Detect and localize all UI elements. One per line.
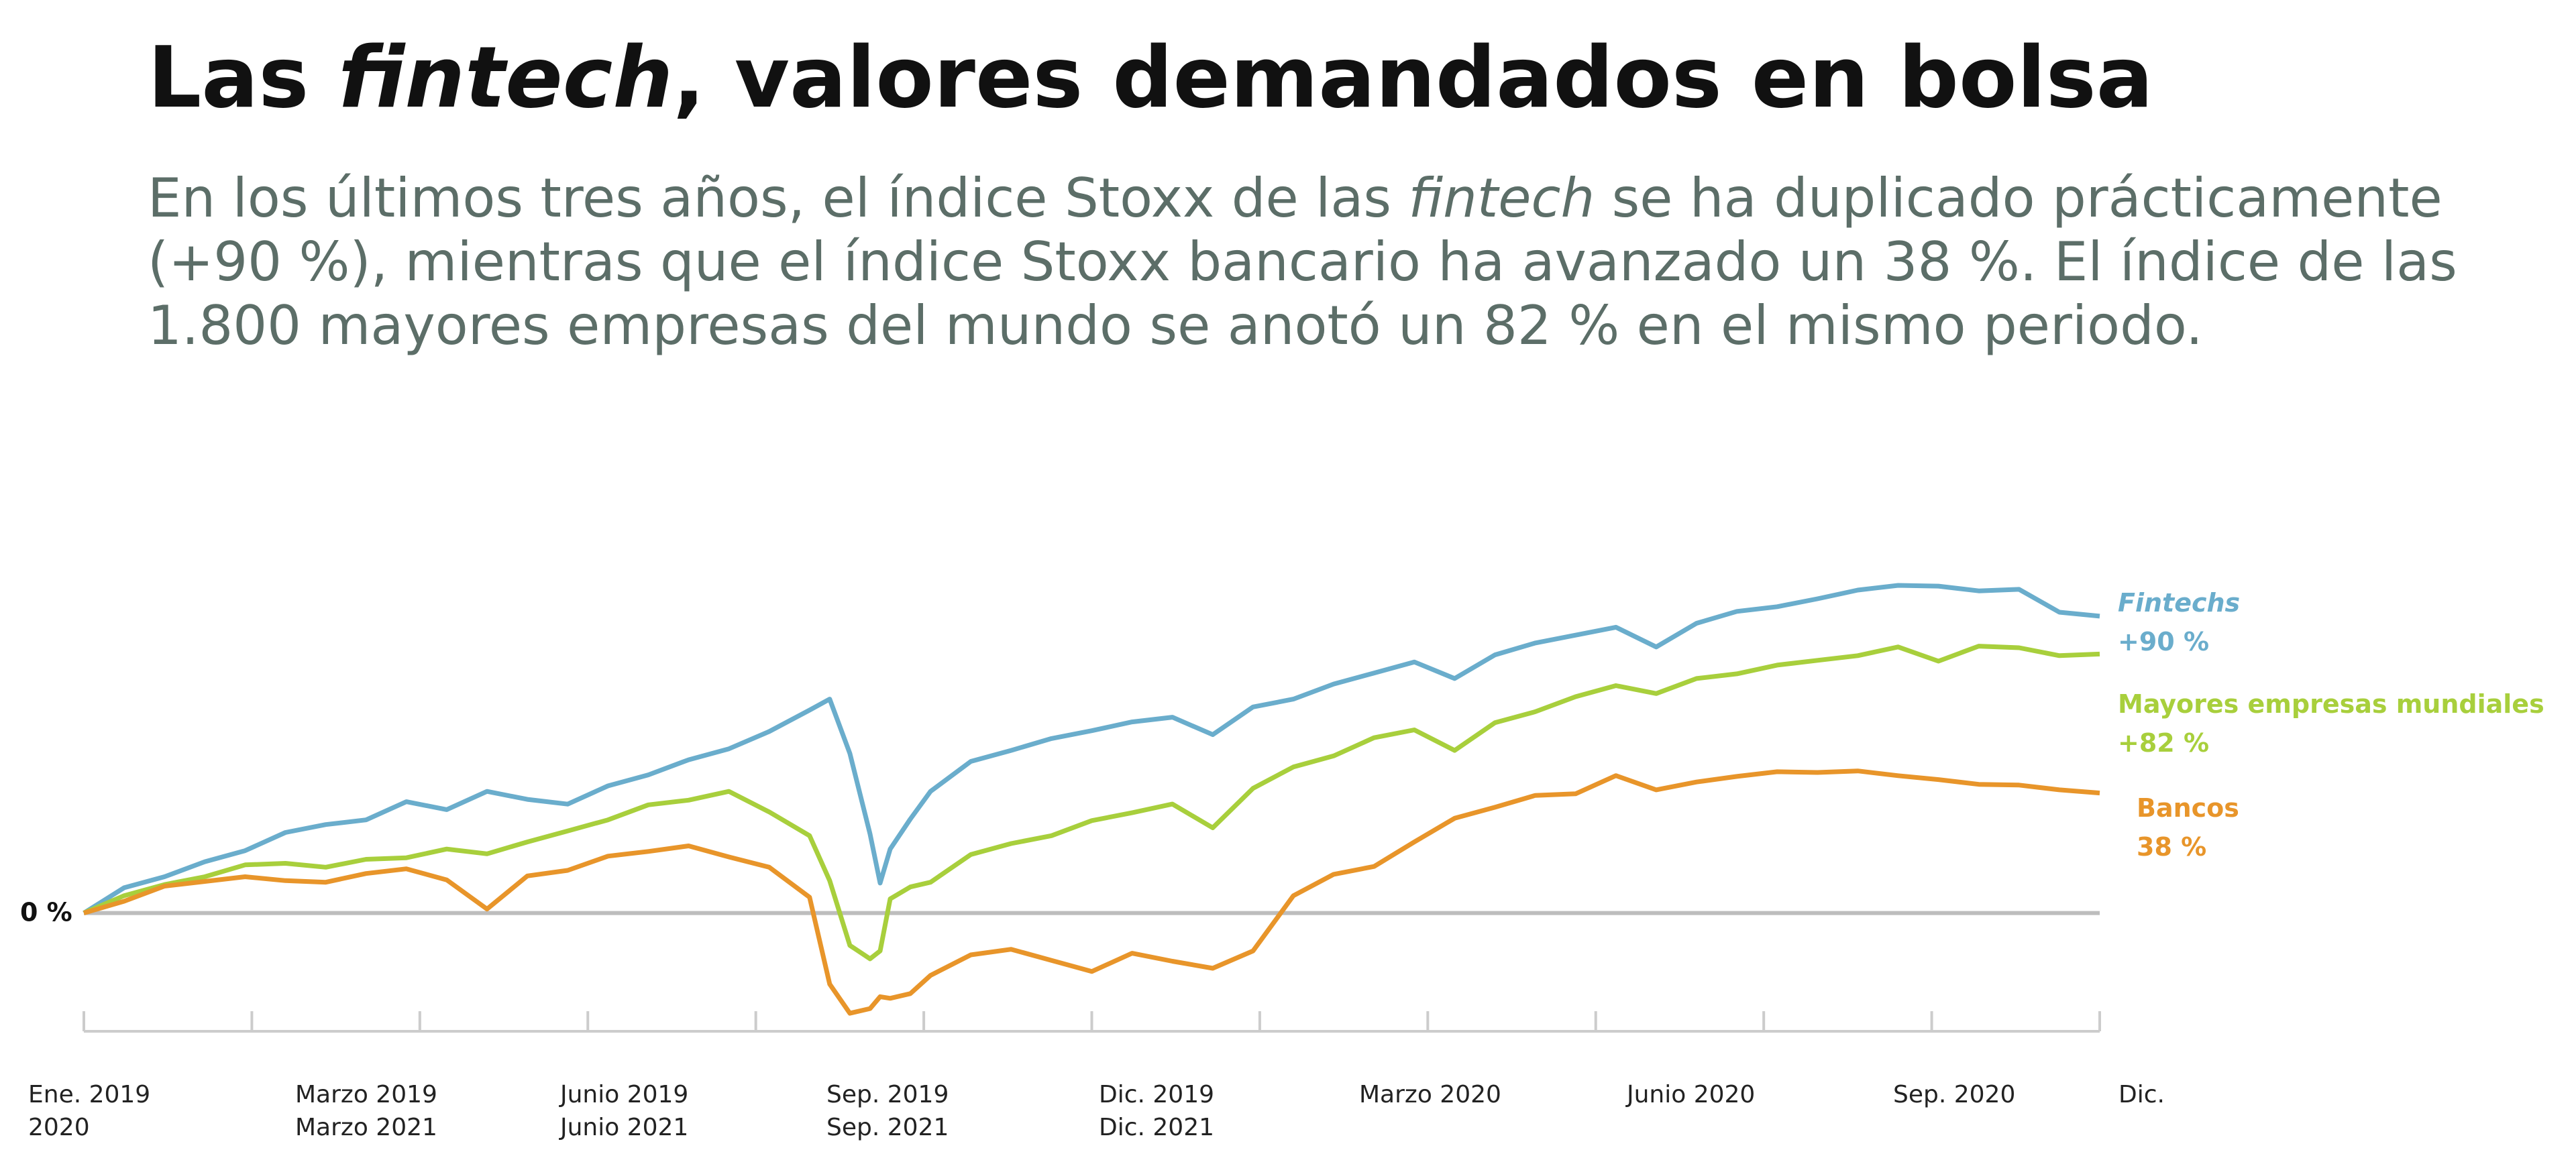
x-tick-label: Junio 2019: [559, 1081, 688, 1108]
series-labels: Fintechs +90 % Mayores empresas mundiales +…: [2118, 588, 2544, 862]
series-name-label: Bancos: [2137, 793, 2239, 823]
x-tick-label-secondary: Junio 2021: [559, 1114, 688, 1141]
series-line-0: [83, 583, 2100, 915]
x-tick-label: Junio 2020: [1625, 1081, 1755, 1108]
zero-percent-label: 0 %: [20, 898, 72, 927]
x-tick-label-secondary: Marzo 2021: [295, 1114, 437, 1141]
page-subtitle: En los últimos tres años, el índice Stox…: [148, 167, 2457, 357]
series-line-1: [83, 644, 2100, 962]
series-value-label: 38 %: [2137, 832, 2206, 862]
x-tick-label: Marzo 2020: [1359, 1081, 1501, 1108]
series-name-label: Fintechs: [2118, 588, 2240, 618]
series-value-label: +90 %: [2118, 627, 2209, 656]
x-tick-label: Dic. 2019: [1099, 1081, 1214, 1108]
x-tick-label-secondary: Dic. 2021: [1099, 1114, 1214, 1141]
x-axis-ticks: Ene. 2019 2020 Marzo 2019 Marzo 2021 Junio 2…: [28, 1011, 2165, 1141]
page-title: Las fintech, valores demandados en bolsa: [148, 28, 2153, 127]
x-tick-label: Ene. 2019: [28, 1081, 150, 1108]
series-line-2: [83, 768, 2100, 1016]
x-tick-label: Marzo 2019: [295, 1081, 437, 1108]
x-tick-label-secondary: 2020: [28, 1114, 90, 1141]
x-tick-label: Dic.: [2118, 1081, 2165, 1108]
series-lines: [83, 583, 2100, 1016]
x-tick-label: Sep. 2020: [1893, 1081, 2015, 1108]
series-value-label: +82 %: [2118, 728, 2209, 758]
x-tick-label-secondary: Sep. 2021: [826, 1114, 949, 1141]
series-name-label: Mayores empresas mundiales: [2118, 689, 2544, 719]
x-tick-label: Sep. 2019: [826, 1081, 949, 1108]
